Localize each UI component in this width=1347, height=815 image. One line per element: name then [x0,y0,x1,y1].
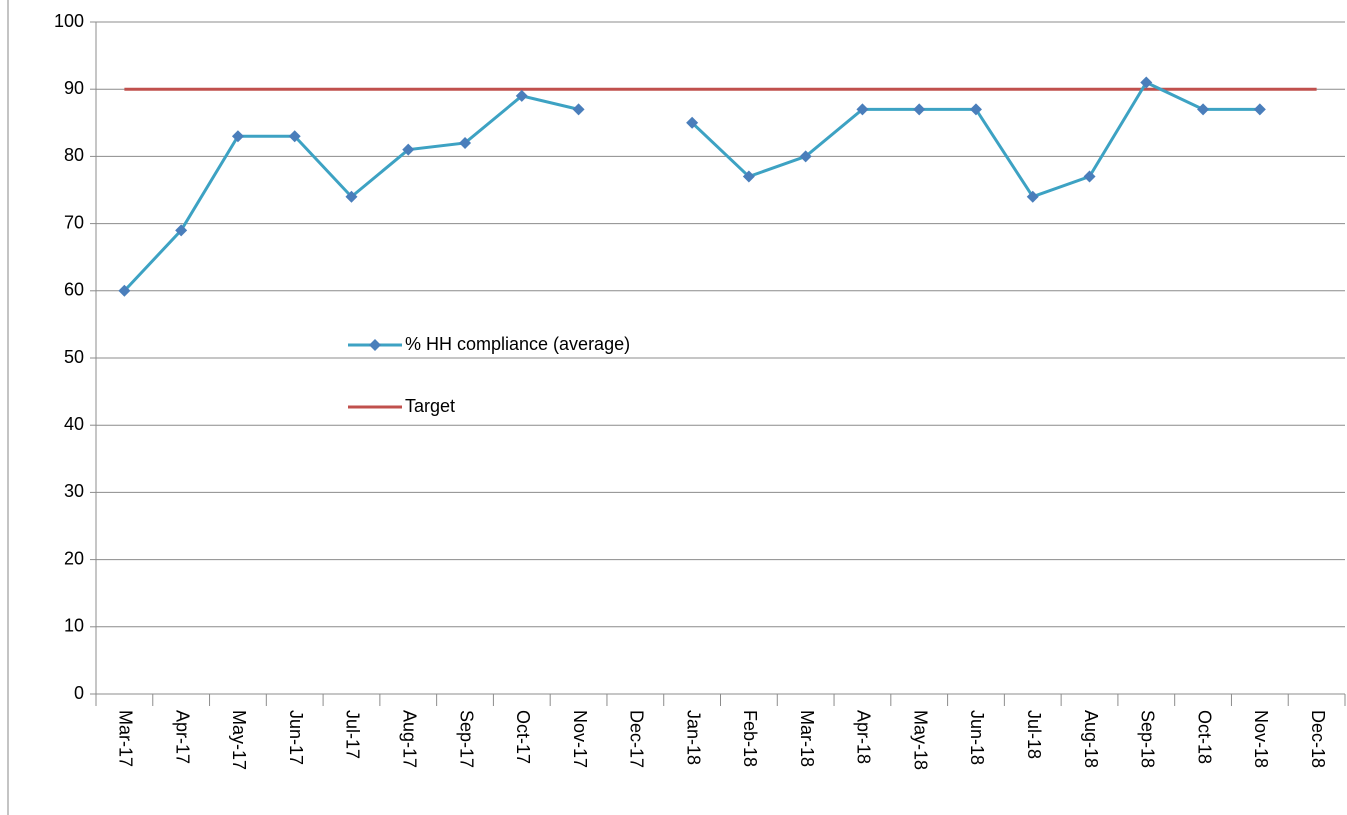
data-point [402,143,415,156]
data-point [288,130,301,143]
data-point [1083,170,1096,183]
y-tick-label: 90 [64,78,84,98]
data-point [742,170,755,183]
x-tick-label: Apr-17 [172,710,192,764]
y-tick-label: 30 [64,481,84,501]
x-tick-label: Oct-17 [513,710,533,764]
data-point [345,190,358,203]
x-tick-label: Aug-18 [1081,710,1101,768]
legend-label: % HH compliance (average) [405,334,630,354]
data-point [515,89,528,102]
x-tick-label: Jun-17 [286,710,306,765]
x-tick-label: Dec-17 [627,710,647,768]
data-point [686,116,699,129]
legend-label: Target [405,396,455,416]
y-tick-label: 50 [64,347,84,367]
y-tick-label: 10 [64,616,84,636]
y-tick-label: 70 [64,212,84,232]
x-tick-label: Oct-18 [1194,710,1214,764]
data-point [969,103,982,116]
data-point [1026,190,1039,203]
x-tick-label: May-18 [910,710,930,770]
x-tick-label: Dec-18 [1308,710,1328,768]
x-tick-label: Mar-17 [116,710,136,767]
series-line [123,80,1260,292]
legend-marker [369,339,381,351]
y-tick-label: 40 [64,414,84,434]
x-tick-label: Sep-18 [1138,710,1158,768]
x-tick-label: Apr-18 [854,710,874,764]
data-point [856,103,869,116]
data-point [1197,103,1210,116]
data-point [231,130,244,143]
x-tick-label: Feb-18 [740,710,760,767]
data-point [459,136,472,149]
x-tick-label: Jul-17 [343,710,363,759]
x-tick-label: Jan-18 [683,710,703,765]
data-point [118,284,131,297]
x-tick-label: Jun-18 [967,710,987,765]
data-point [1140,76,1153,89]
y-tick-label: 80 [64,145,84,165]
x-tick-label: Mar-18 [797,710,817,767]
x-tick-label: Aug-17 [400,710,420,768]
y-tick-label: 20 [64,548,84,568]
data-point [175,224,188,237]
data-point [799,150,812,163]
x-tick-label: Nov-18 [1251,710,1271,768]
data-point [913,103,926,116]
data-point [572,103,585,116]
x-tick-label: May-17 [229,710,249,770]
x-tick-label: Jul-18 [1024,710,1044,759]
y-tick-label: 100 [54,11,84,31]
x-tick-label: Nov-17 [570,710,590,768]
x-tick-label: Sep-17 [456,710,476,768]
y-tick-label: 0 [74,683,84,703]
y-tick-label: 60 [64,280,84,300]
data-point [1253,103,1266,116]
